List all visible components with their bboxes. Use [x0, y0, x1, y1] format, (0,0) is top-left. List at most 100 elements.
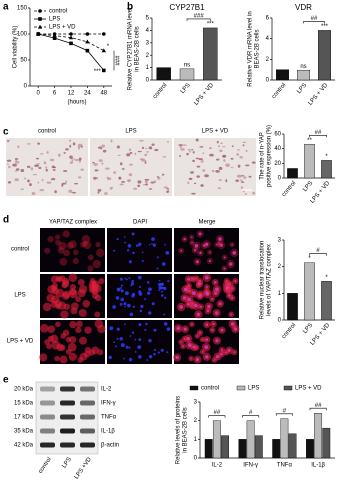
cell	[236, 153, 239, 156]
bar	[321, 281, 332, 321]
x-tick-label: TNFα	[277, 463, 293, 469]
cell	[12, 163, 17, 167]
cytoplasm	[65, 348, 72, 355]
nucleus	[195, 357, 200, 362]
nucleus	[207, 304, 211, 308]
band	[80, 414, 95, 420]
cell	[237, 149, 240, 151]
cell	[191, 149, 194, 151]
column-label: YAP/TAZ complex	[49, 220, 97, 226]
annotation: *	[325, 275, 328, 281]
cell	[220, 142, 224, 145]
cell	[45, 166, 48, 169]
cytoplasm	[58, 241, 67, 250]
y-axis-label: in BEAS-2B cells	[183, 407, 189, 452]
nucleus	[202, 244, 206, 247]
nucleus	[198, 294, 202, 298]
nucleus	[164, 296, 167, 300]
cell	[241, 175, 245, 177]
cytoplasm	[59, 355, 68, 364]
cell	[245, 149, 248, 152]
annotation: **	[307, 138, 312, 144]
annotation: ##	[315, 130, 322, 136]
y-tick-label: 0	[24, 84, 28, 90]
nucleus	[120, 284, 123, 287]
nucleus	[141, 251, 144, 254]
x-tick-label: 48	[100, 91, 107, 97]
cell	[230, 166, 234, 169]
bracket	[275, 413, 293, 416]
cell	[217, 187, 222, 190]
nucleus	[135, 244, 139, 247]
nucleus	[148, 287, 152, 292]
cell	[157, 177, 161, 180]
x-tick-label: LPS	[302, 322, 314, 335]
cytoplasm	[96, 248, 105, 258]
nucleus	[213, 281, 217, 284]
cell	[242, 144, 245, 147]
cell	[218, 179, 222, 182]
cell	[20, 188, 25, 190]
cell	[166, 141, 169, 143]
cytoplasm	[46, 343, 52, 350]
nucleus	[206, 309, 210, 313]
cell	[14, 161, 20, 164]
nucleus	[220, 328, 224, 332]
cytoplasm	[39, 353, 48, 362]
y-tick-label: 40	[274, 146, 281, 152]
annotation: ***	[94, 69, 102, 75]
band	[80, 386, 95, 392]
cell	[223, 159, 226, 162]
nucleus	[152, 243, 157, 247]
nucleus	[190, 357, 192, 360]
cell	[6, 139, 11, 142]
lane-label: control	[38, 457, 53, 475]
cell	[113, 171, 117, 174]
legend-label: LPS	[248, 386, 259, 392]
y-tick-label: 4	[266, 36, 270, 42]
cell	[78, 157, 82, 161]
nucleus	[112, 305, 116, 309]
cell	[43, 161, 47, 165]
cell	[119, 162, 123, 166]
nucleus	[233, 327, 238, 331]
cytoplasm	[55, 239, 61, 246]
annotation: ***	[321, 24, 329, 30]
cytoplasm	[62, 230, 70, 238]
cell	[204, 174, 209, 178]
cytoplasm	[83, 241, 92, 250]
y-tick-label: 0	[266, 78, 270, 84]
nucleus	[158, 289, 160, 292]
nucleus	[131, 282, 135, 286]
cell	[41, 178, 44, 182]
cell	[154, 148, 159, 152]
y-tick-label: 2	[194, 418, 198, 424]
nucleus	[205, 285, 208, 289]
nucleus	[138, 242, 142, 246]
cell	[139, 158, 144, 161]
x-tick-label: 0	[37, 91, 41, 97]
nucleus	[131, 331, 135, 334]
cell	[80, 145, 83, 148]
y-axis-label: Relative CYP27B1 mRNA level	[128, 8, 134, 91]
y-tick-label: 150	[17, 6, 28, 12]
cell	[219, 149, 223, 153]
cell	[126, 179, 132, 182]
cell	[179, 145, 182, 149]
nucleus	[163, 286, 167, 291]
nucleus	[137, 275, 142, 280]
nucleus	[120, 277, 124, 281]
bar	[212, 420, 221, 459]
cell	[93, 163, 98, 166]
y-tick-label: 0	[146, 78, 150, 84]
annotation: *	[325, 154, 328, 160]
cytoplasm	[89, 283, 98, 293]
cell	[101, 162, 104, 165]
cell	[196, 165, 201, 168]
y-tick-label: 4	[146, 28, 150, 34]
bar	[304, 262, 315, 321]
x-tick-label: IL-1β	[311, 463, 325, 469]
nucleus	[151, 243, 153, 245]
nucleus	[211, 298, 214, 301]
